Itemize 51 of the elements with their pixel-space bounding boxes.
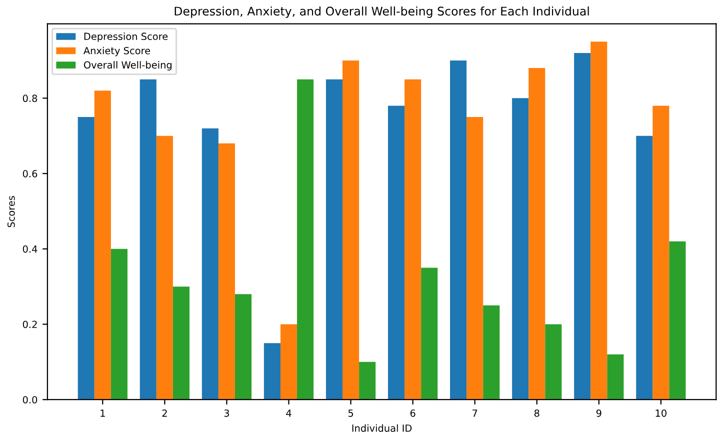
bar bbox=[202, 128, 218, 400]
bar bbox=[421, 268, 438, 400]
bar bbox=[652, 106, 670, 400]
x-tick-label: 2 bbox=[162, 409, 167, 417]
bar bbox=[636, 136, 653, 400]
bar bbox=[512, 98, 529, 400]
x-tick-label: 7 bbox=[472, 410, 478, 417]
bar bbox=[388, 106, 405, 400]
bar bbox=[483, 305, 500, 400]
bar bbox=[297, 79, 314, 400]
legend-label: Anxiety Score bbox=[84, 46, 150, 56]
bar bbox=[280, 324, 298, 400]
legend-label: Depression Score bbox=[84, 32, 168, 42]
x-tick-label: 3 bbox=[224, 409, 230, 417]
bar bbox=[359, 362, 376, 400]
x-tick-label: 8 bbox=[534, 409, 540, 417]
bar bbox=[545, 324, 562, 400]
bar bbox=[342, 60, 360, 400]
bar bbox=[450, 60, 467, 400]
bar bbox=[590, 42, 608, 400]
bar bbox=[466, 117, 484, 400]
x-tick-label: 5 bbox=[348, 410, 354, 417]
bar bbox=[172, 286, 190, 400]
bar bbox=[264, 343, 280, 400]
y-tick-label: 0.8 bbox=[22, 94, 38, 102]
bar bbox=[404, 79, 422, 400]
bar bbox=[110, 248, 128, 400]
x-tick-label: 9 bbox=[596, 409, 602, 417]
bar bbox=[218, 143, 235, 400]
bar bbox=[669, 241, 686, 400]
bar bbox=[78, 117, 94, 400]
bar bbox=[607, 354, 624, 400]
bar bbox=[156, 136, 173, 400]
x-tick-label: 4 bbox=[286, 410, 292, 417]
bar bbox=[528, 68, 546, 400]
x-axis-title: Individual ID bbox=[352, 424, 412, 432]
y-tick-label: 0.6 bbox=[22, 170, 38, 178]
x-tick-label: 6 bbox=[410, 409, 416, 417]
bar bbox=[574, 52, 591, 400]
chart-title: Depression, Anxiety, and Overall Well-being Scores for Each Individual bbox=[174, 6, 589, 18]
legend-label: Overall Well-being bbox=[84, 61, 172, 70]
y-tick-label: 0.2 bbox=[22, 320, 37, 328]
y-tick-label: 0.0 bbox=[22, 396, 38, 404]
bar bbox=[140, 79, 156, 400]
y-tick-label: 0.4 bbox=[22, 245, 38, 253]
x-tick-label: 1 bbox=[100, 410, 105, 417]
bar bbox=[94, 90, 111, 400]
x-tick-label: 10 bbox=[656, 409, 666, 417]
bar bbox=[234, 294, 252, 400]
bar bbox=[326, 79, 343, 400]
y-axis-title: Scores bbox=[7, 196, 15, 228]
